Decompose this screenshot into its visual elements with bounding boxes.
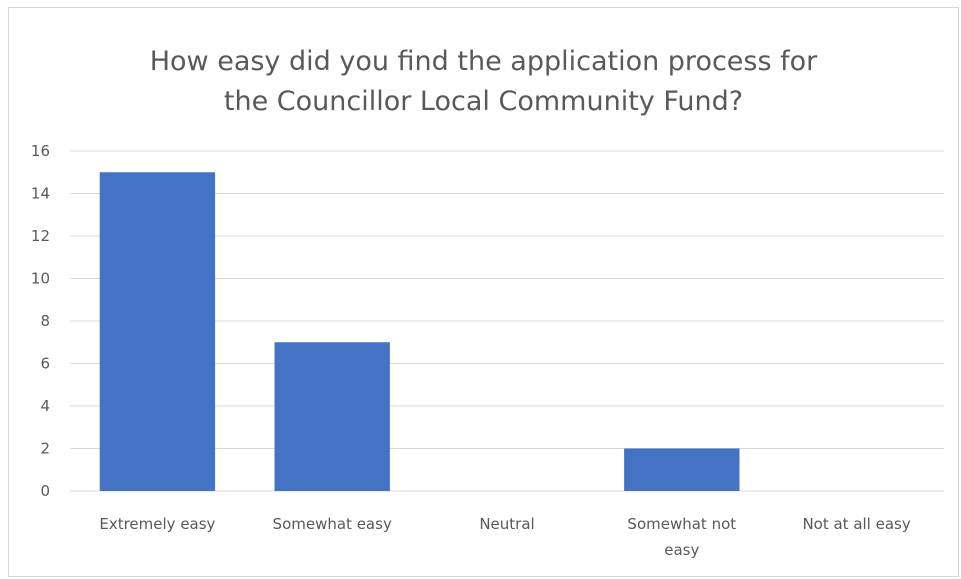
chart-title: How easy did you find the application pr… [9,42,958,122]
y-tick-label-6: 6 [40,355,50,373]
y-tick-label-2: 2 [40,440,50,458]
bar-1 [274,342,390,491]
y-tick-label-10: 10 [31,270,50,288]
y-tick-label-8: 8 [40,312,50,330]
chart-title-line-1: How easy did you find the application pr… [149,46,818,77]
x-tick-label-3: Somewhat not easy [627,515,736,559]
y-tick-label-16: 16 [31,142,50,160]
x-tick-label-1: Somewhat easy [273,515,392,533]
y-tick-label-12: 12 [31,227,50,245]
bar-0 [99,172,216,491]
y-tick-label-14: 14 [31,185,50,203]
x-tick-label-4: Not at all easy [802,515,910,533]
x-tick-label-0: Extremely easy [99,515,215,533]
y-tick-label-4: 4 [40,397,50,415]
chart-title-line-2: the Councillor Local Community Fund? [223,86,744,117]
y-tick-label-0: 0 [40,482,50,500]
bar-3 [624,448,740,491]
x-tick-label-2: Neutral [479,515,534,533]
